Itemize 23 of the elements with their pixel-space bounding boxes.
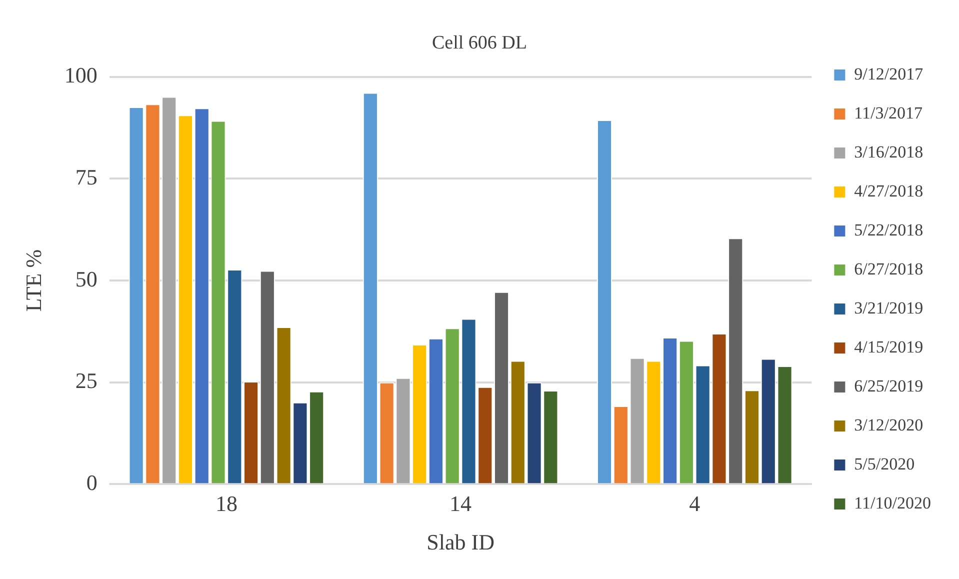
x-tick-label: 4 xyxy=(689,491,700,516)
legend-label: 11/3/2017 xyxy=(854,103,923,122)
legend-label: 3/21/2019 xyxy=(854,298,924,318)
legend-label: 3/16/2018 xyxy=(854,142,924,162)
legend-label: 4/27/2018 xyxy=(854,181,924,200)
legend-label: 3/12/2020 xyxy=(854,415,924,434)
chart-title: Cell 606 DL xyxy=(432,32,527,54)
legend-label: 4/15/2019 xyxy=(854,337,924,356)
legend-label: 6/27/2018 xyxy=(854,259,924,278)
x-tick-label: 18 xyxy=(215,491,238,516)
y-tick-label: 75 xyxy=(75,164,98,190)
legend-label: 5/5/2020 xyxy=(854,454,915,474)
y-tick-label: 25 xyxy=(75,368,98,394)
legend-label: 6/25/2019 xyxy=(854,376,924,396)
y-tick-label: 0 xyxy=(86,470,98,495)
x-axis-title: Slab ID xyxy=(426,530,494,555)
y-tick-label: 50 xyxy=(75,266,98,292)
y-tick-label: 100 xyxy=(64,62,98,88)
x-tick-label: 14 xyxy=(450,491,472,516)
y-axis-title: LTE % xyxy=(20,249,46,312)
legend-label: 9/12/2017 xyxy=(854,64,924,84)
legend-label: 5/22/2018 xyxy=(854,220,924,240)
legend-label: 11/10/2020 xyxy=(854,493,932,512)
